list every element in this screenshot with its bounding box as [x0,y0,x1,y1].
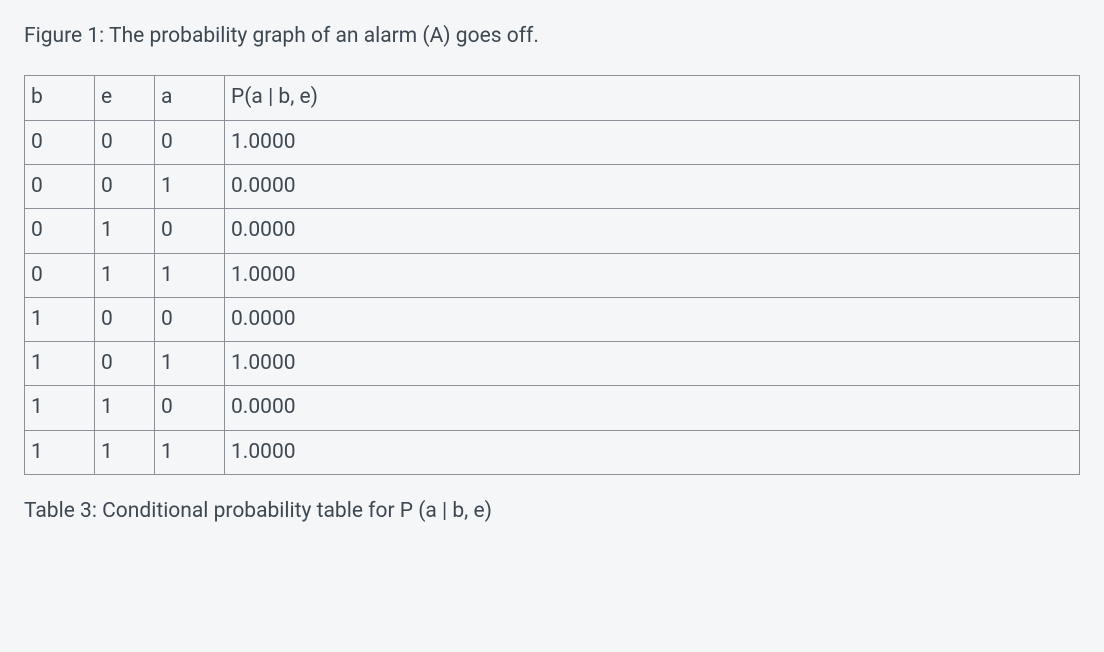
table-header-b: b [25,76,95,120]
cell-a: 0 [155,386,225,430]
probability-table: b e a P(a | b, e) 0 0 0 1.0000 0 0 1 0.0… [24,75,1080,475]
cell-a: 1 [155,164,225,208]
cell-p: 1.0000 [225,253,1080,297]
cell-b: 0 [25,164,95,208]
cell-e: 1 [95,430,155,474]
table-row: 0 1 0 0.0000 [25,209,1080,253]
cell-a: 1 [155,253,225,297]
table-row: 1 1 0 0.0000 [25,386,1080,430]
cell-p: 1.0000 [225,430,1080,474]
cell-p: 1.0000 [225,342,1080,386]
cell-a: 1 [155,342,225,386]
table-row: 1 0 0 0.0000 [25,297,1080,341]
figure-caption: Figure 1: The probability graph of an al… [24,22,1080,51]
cell-e: 1 [95,386,155,430]
cell-a: 1 [155,430,225,474]
table-caption: Table 3: Conditional probability table f… [24,497,1080,526]
cell-b: 1 [25,297,95,341]
table-header-p: P(a | b, e) [225,76,1080,120]
cell-p: 0.0000 [225,297,1080,341]
table-header-e: e [95,76,155,120]
cell-p: 0.0000 [225,209,1080,253]
cell-p: 0.0000 [225,164,1080,208]
cell-a: 0 [155,120,225,164]
table-row: 0 0 0 1.0000 [25,120,1080,164]
table-header-row: b e a P(a | b, e) [25,76,1080,120]
cell-b: 0 [25,209,95,253]
cell-p: 1.0000 [225,120,1080,164]
table-header-a: a [155,76,225,120]
cell-p: 0.0000 [225,386,1080,430]
table-row: 0 1 1 1.0000 [25,253,1080,297]
cell-b: 0 [25,120,95,164]
cell-e: 0 [95,120,155,164]
cell-a: 0 [155,297,225,341]
cell-e: 0 [95,342,155,386]
cell-e: 0 [95,297,155,341]
table-row: 0 0 1 0.0000 [25,164,1080,208]
cell-e: 1 [95,209,155,253]
cell-b: 1 [25,430,95,474]
cell-b: 1 [25,386,95,430]
cell-e: 0 [95,164,155,208]
cell-e: 1 [95,253,155,297]
table-row: 1 1 1 1.0000 [25,430,1080,474]
cell-a: 0 [155,209,225,253]
table-row: 1 0 1 1.0000 [25,342,1080,386]
cell-b: 1 [25,342,95,386]
cell-b: 0 [25,253,95,297]
